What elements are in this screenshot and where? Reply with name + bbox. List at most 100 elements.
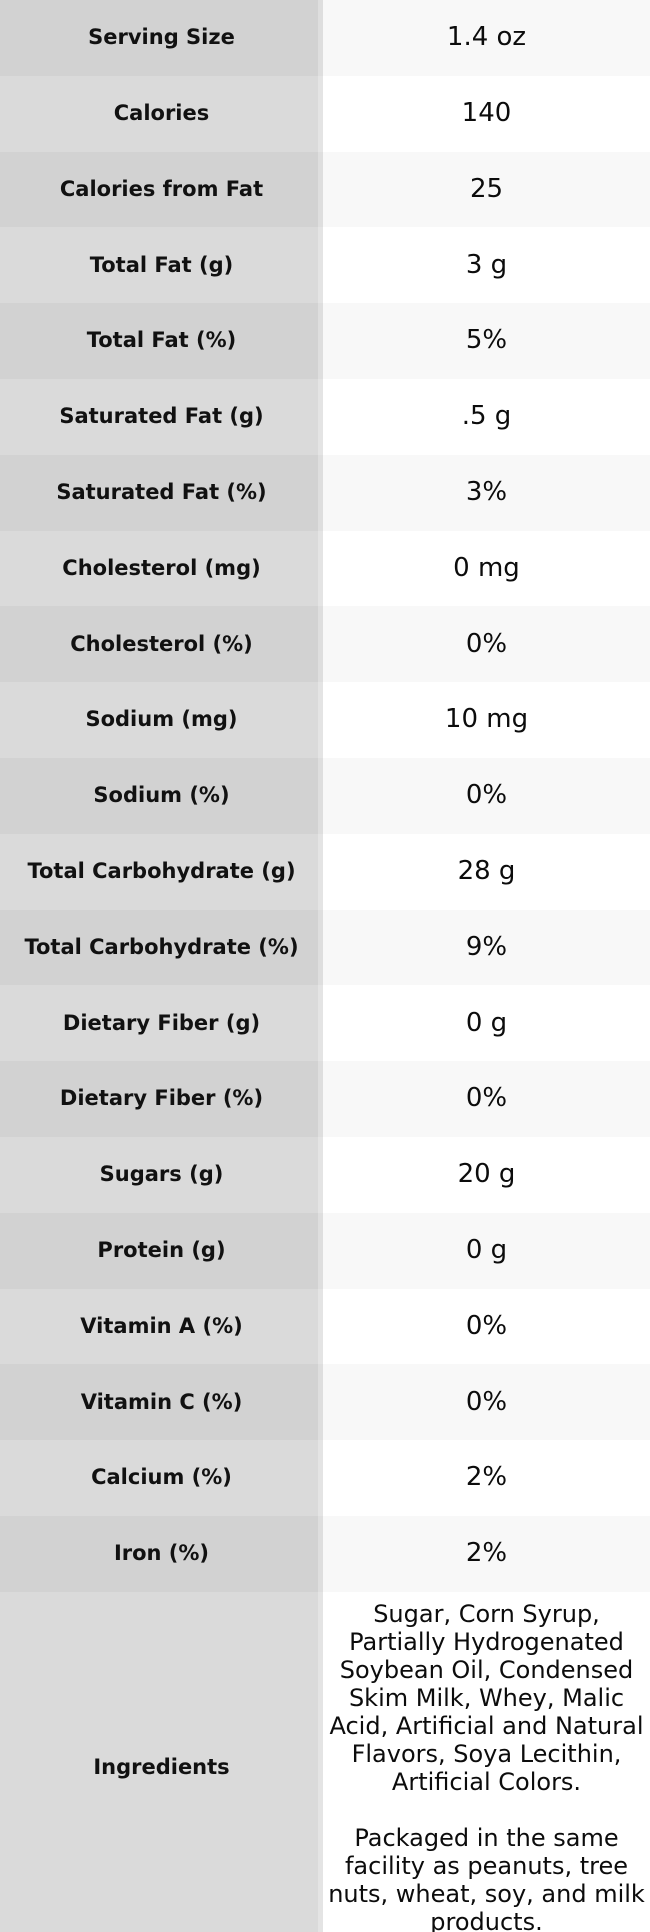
- row-value: 20 g: [457, 1159, 516, 1190]
- table-row: Calories from Fat 25: [0, 151, 650, 228]
- table-row: Sodium (%) 0%: [0, 757, 650, 834]
- ingredients-value-cell: Sugar, Corn Syrup, Partially Hydrogenate…: [323, 1591, 650, 1932]
- row-label-cell: Calcium (%): [0, 1440, 323, 1516]
- row-label: Cholesterol (%): [70, 631, 253, 656]
- row-value: 0%: [465, 1310, 508, 1341]
- row-label-cell: Dietary Fiber (%): [0, 1061, 323, 1137]
- row-label: Vitamin A (%): [80, 1313, 243, 1338]
- row-value-cell: 3%: [323, 454, 650, 531]
- table-row: Saturated Fat (%) 3%: [0, 454, 650, 531]
- row-value-cell: 0%: [323, 757, 650, 834]
- row-label-cell: Sodium (%): [0, 757, 323, 834]
- row-value-cell: 28 g: [323, 833, 650, 910]
- row-value: 0%: [465, 628, 508, 659]
- row-label: Sodium (mg): [85, 707, 238, 732]
- row-label-cell: Serving Size: [0, 0, 323, 76]
- table-row: Total Carbohydrate (g) 28 g: [0, 833, 650, 910]
- table-row: Protein (g) 0 g: [0, 1212, 650, 1289]
- row-value: 1.4 oz: [446, 22, 527, 53]
- row-value-cell: 140: [323, 75, 650, 152]
- row-label: Serving Size: [88, 25, 235, 50]
- row-label-cell: Sodium (mg): [0, 682, 323, 758]
- row-value: 0 mg: [453, 552, 520, 583]
- row-label-cell: Saturated Fat (%): [0, 454, 323, 531]
- row-value: 3 g: [465, 249, 508, 280]
- table-row: Cholesterol (%) 0%: [0, 606, 650, 683]
- ingredients-label: Ingredients: [93, 1755, 230, 1780]
- row-label: Dietary Fiber (g): [62, 1010, 261, 1035]
- table-row: Calories 140: [0, 75, 650, 152]
- row-label-cell: Sugars (g): [0, 1136, 323, 1213]
- row-value-cell: 1.4 oz: [323, 0, 650, 76]
- row-value-cell: 0%: [323, 1364, 650, 1441]
- table-row: Vitamin C (%) 0%: [0, 1364, 650, 1441]
- table-row: Vitamin A (%) 0%: [0, 1288, 650, 1365]
- table-row: Dietary Fiber (g) 0 g: [0, 985, 650, 1062]
- row-label-cell: Saturated Fat (g): [0, 378, 323, 455]
- row-label: Protein (g): [97, 1238, 226, 1263]
- row-value-cell: .5 g: [323, 378, 650, 455]
- row-value: .5 g: [461, 401, 512, 432]
- row-label: Iron (%): [113, 1541, 210, 1566]
- row-value: 25: [469, 173, 504, 204]
- row-value-cell: 25: [323, 151, 650, 228]
- row-value-cell: 2%: [323, 1515, 650, 1592]
- row-label: Total Carbohydrate (g): [27, 859, 296, 884]
- table-row: Iron (%) 2%: [0, 1515, 650, 1592]
- row-value-cell: 5%: [323, 303, 650, 379]
- row-value-cell: 0%: [323, 1288, 650, 1365]
- ingredients-label-cell: Ingredients: [0, 1591, 323, 1932]
- row-value: 3%: [465, 477, 508, 508]
- table-row: Dietary Fiber (%) 0%: [0, 1061, 650, 1137]
- table-row: Sodium (mg) 10 mg: [0, 682, 650, 758]
- table-row: Calcium (%) 2%: [0, 1440, 650, 1516]
- row-value-cell: 2%: [323, 1440, 650, 1516]
- row-value-cell: 10 mg: [323, 682, 650, 758]
- row-label-cell: Calories from Fat: [0, 151, 323, 228]
- row-label-cell: Vitamin C (%): [0, 1364, 323, 1441]
- row-label-cell: Cholesterol (%): [0, 606, 323, 683]
- row-label-cell: Total Fat (g): [0, 227, 323, 304]
- table-row: Serving Size 1.4 oz: [0, 0, 650, 76]
- row-label: Total Carbohydrate (%): [24, 934, 299, 959]
- row-label-cell: Total Fat (%): [0, 303, 323, 379]
- row-label: Calories: [113, 101, 210, 126]
- row-value-cell: 0 mg: [323, 530, 650, 607]
- row-value: 140: [461, 98, 512, 129]
- row-value: 0%: [465, 1083, 508, 1114]
- row-label-cell: Cholesterol (mg): [0, 530, 323, 607]
- row-value: 5%: [465, 325, 508, 356]
- table-row: Saturated Fat (g) .5 g: [0, 378, 650, 455]
- row-value-cell: 20 g: [323, 1136, 650, 1213]
- table-row: Total Carbohydrate (%) 9%: [0, 909, 650, 986]
- row-value: 2%: [465, 1538, 508, 1569]
- table-row: Cholesterol (mg) 0 mg: [0, 530, 650, 607]
- row-value: 0 g: [465, 1235, 508, 1266]
- row-label: Sugars (g): [99, 1162, 224, 1187]
- row-value-cell: 0 g: [323, 985, 650, 1062]
- row-label: Vitamin C (%): [80, 1389, 243, 1414]
- row-value: 9%: [465, 931, 508, 962]
- row-label-cell: Total Carbohydrate (%): [0, 909, 323, 986]
- row-label: Calcium (%): [91, 1465, 232, 1490]
- ingredients-allergen-text: Packaged in the same facility as peanuts…: [328, 1823, 645, 1932]
- row-label-cell: Total Carbohydrate (g): [0, 833, 323, 910]
- row-label: Calories from Fat: [59, 176, 264, 201]
- row-value: 2%: [465, 1462, 508, 1493]
- row-value: 0 g: [465, 1007, 508, 1038]
- ingredients-list-text: Sugar, Corn Syrup, Partially Hydrogenate…: [329, 1599, 644, 1796]
- row-label: Total Fat (%): [86, 328, 237, 353]
- row-value-cell: 0%: [323, 606, 650, 683]
- table-row-ingredients: Ingredients Sugar, Corn Syrup, Partially…: [0, 1591, 650, 1932]
- row-label: Saturated Fat (%): [56, 480, 267, 505]
- row-value: 0%: [465, 1386, 508, 1417]
- row-value-cell: 9%: [323, 909, 650, 986]
- row-label-cell: Calories: [0, 75, 323, 152]
- table-row: Sugars (g) 20 g: [0, 1136, 650, 1213]
- row-label-cell: Vitamin A (%): [0, 1288, 323, 1365]
- row-label: Sodium (%): [93, 783, 230, 808]
- row-label-cell: Protein (g): [0, 1212, 323, 1289]
- row-label-cell: Dietary Fiber (g): [0, 985, 323, 1062]
- row-label: Total Fat (g): [89, 252, 234, 277]
- table-row: Total Fat (g) 3 g: [0, 227, 650, 304]
